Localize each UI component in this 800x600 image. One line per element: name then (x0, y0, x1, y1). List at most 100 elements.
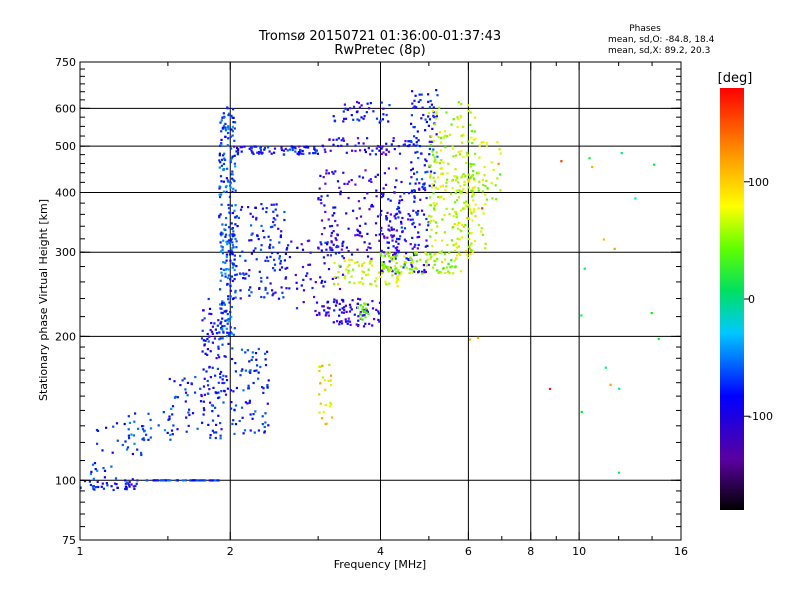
data-point (459, 114, 462, 117)
data-point (280, 286, 283, 289)
data-point (172, 424, 175, 427)
data-point (404, 140, 407, 143)
data-point (410, 261, 413, 264)
data-point (298, 145, 301, 148)
data-point (392, 139, 395, 143)
data-point (211, 366, 214, 369)
data-point (454, 192, 457, 195)
data-point (266, 384, 269, 387)
data-point (201, 350, 204, 353)
data-point (221, 302, 224, 305)
data-point (263, 425, 266, 429)
data-point (400, 180, 403, 184)
data-point (140, 451, 143, 455)
data-point (227, 180, 230, 183)
data-point (220, 370, 223, 374)
data-point (433, 259, 436, 262)
data-point (468, 217, 471, 220)
data-point (456, 125, 459, 129)
data-point (170, 407, 173, 410)
data-point (240, 146, 244, 149)
data-point (435, 112, 438, 115)
data-point (432, 140, 435, 143)
data-point (318, 311, 321, 314)
data-point (294, 147, 297, 150)
data-point (427, 93, 430, 96)
data-point (364, 302, 367, 306)
data-point (341, 244, 344, 248)
data-point (344, 107, 347, 110)
data-point (442, 198, 445, 201)
data-point (123, 422, 126, 426)
data-point (410, 268, 413, 271)
data-point (140, 453, 143, 457)
data-point (326, 254, 329, 257)
data-point (456, 254, 459, 257)
data-point (438, 162, 441, 165)
data-point (583, 267, 586, 270)
data-point (441, 239, 444, 242)
data-point (83, 480, 87, 483)
data-point (453, 223, 456, 226)
data-point (580, 410, 583, 413)
data-point (187, 411, 190, 414)
data-point (343, 275, 347, 278)
data-point (613, 247, 616, 250)
data-point (247, 274, 250, 277)
data-point (330, 241, 333, 244)
data-point (449, 266, 452, 269)
data-point (411, 218, 414, 221)
data-point (278, 255, 281, 258)
data-point (416, 247, 419, 250)
data-point (480, 227, 483, 230)
data-point (341, 255, 344, 258)
data-point (386, 241, 389, 244)
data-point (396, 237, 399, 240)
data-point (266, 292, 269, 295)
data-point (231, 241, 234, 244)
data-point (425, 196, 428, 200)
data-point (89, 472, 92, 476)
data-point (234, 204, 237, 207)
data-point (232, 390, 235, 393)
data-point (222, 124, 226, 127)
data-point (103, 476, 106, 479)
data-point (232, 187, 235, 190)
data-point (457, 252, 460, 255)
data-point (473, 239, 476, 243)
data-point (346, 322, 349, 325)
data-point (417, 270, 421, 273)
data-point (437, 176, 440, 179)
data-point (356, 302, 360, 305)
data-point (149, 436, 152, 439)
data-point (94, 486, 98, 489)
data-point (362, 282, 365, 285)
data-point (387, 241, 390, 244)
data-point (288, 287, 291, 290)
data-point (380, 147, 383, 150)
data-point (431, 140, 434, 143)
data-point (272, 203, 276, 206)
data-point (417, 100, 420, 103)
data-point (224, 233, 228, 236)
data-point (470, 189, 473, 192)
data-point (220, 203, 223, 206)
data-point (302, 278, 305, 281)
data-point (220, 234, 223, 237)
data-point (231, 234, 234, 237)
data-point (452, 244, 455, 247)
data-point (250, 149, 253, 152)
data-point (403, 264, 406, 267)
data-point (416, 260, 419, 263)
data-point (359, 298, 362, 301)
data-point (472, 210, 475, 213)
data-point (425, 228, 428, 231)
data-point (239, 254, 242, 258)
data-point (231, 422, 234, 426)
data-point (395, 270, 398, 274)
data-point (484, 194, 487, 197)
data-point (348, 281, 351, 284)
data-point (427, 224, 430, 227)
data-point (468, 232, 471, 235)
data-point (407, 144, 410, 148)
